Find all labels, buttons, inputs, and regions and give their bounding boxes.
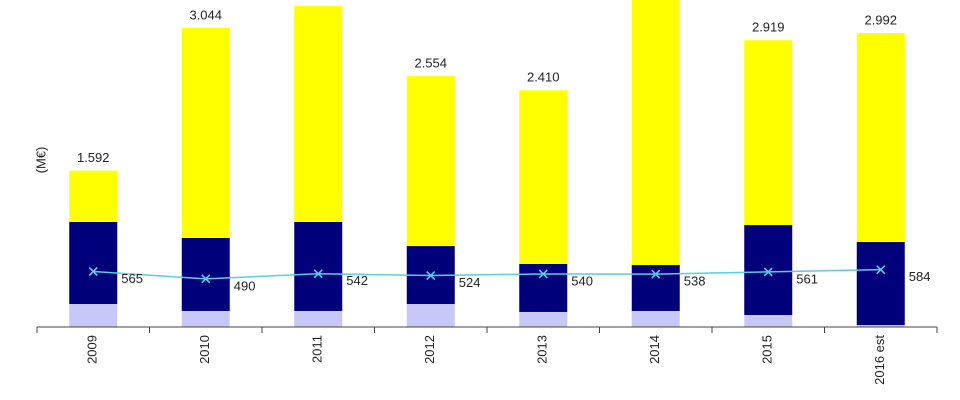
line-value-label: 540 [571,273,593,288]
line-value-label: 584 [909,269,931,284]
y-axis-label: (M€) [33,147,48,174]
line-marker [313,269,323,279]
line-value-label: 538 [684,274,706,289]
bar-segment [181,27,230,238]
line-marker [651,269,661,279]
bar-segment [856,325,905,327]
total-label: 3.267 [302,0,335,1]
bar-segment [631,265,680,311]
bar-segment [294,310,343,327]
total-label: 2.410 [527,70,560,85]
bar-segment [69,170,118,222]
x-tick-label: 2013 [535,335,550,364]
line-value-label: 561 [796,271,818,286]
x-tick-label: 2010 [197,335,212,364]
bar-segment [181,237,230,311]
line-marker [426,270,436,281]
total-label: 2.919 [752,20,785,35]
bar-segment [631,310,680,327]
bar-segment [181,310,230,327]
bar-segment [856,242,905,326]
line-marker [88,266,98,277]
line-marker [763,267,773,277]
bar-segment [744,315,793,327]
bar-segment [294,221,343,311]
line-marker [876,265,886,275]
bar-segment [744,225,793,316]
bar-segment [294,6,343,222]
total-label: 1.592 [77,150,110,165]
line-marker [201,274,211,284]
bar-segment [69,304,118,327]
bar-segment [631,0,680,266]
bar-segment [856,33,905,243]
bar-segment [519,311,568,327]
line [93,268,881,280]
bar-segment [406,76,455,247]
bar-segment [406,304,455,327]
bar-segment [519,90,568,264]
total-label: 2.554 [414,56,447,71]
bar-segment [519,263,568,312]
line-value-label: 542 [346,273,368,288]
line-marker [538,269,548,279]
line-value-label: 524 [459,275,481,290]
total-label: 2.992 [864,13,897,28]
x-tick-label: 2011 [310,335,325,363]
x-tick-label: 2016 est [872,335,887,385]
x-tick-label: 2012 [422,335,437,364]
x-tick-label: 2015 [760,335,775,364]
bar-segment [744,40,793,226]
line-value-label: 490 [234,278,256,293]
total-label: 3.044 [189,7,222,22]
x-tick-label: 2014 [647,335,662,364]
x-tick-label: 2009 [85,335,100,364]
line-value-label: 565 [121,271,143,286]
bar-segment [69,221,118,305]
